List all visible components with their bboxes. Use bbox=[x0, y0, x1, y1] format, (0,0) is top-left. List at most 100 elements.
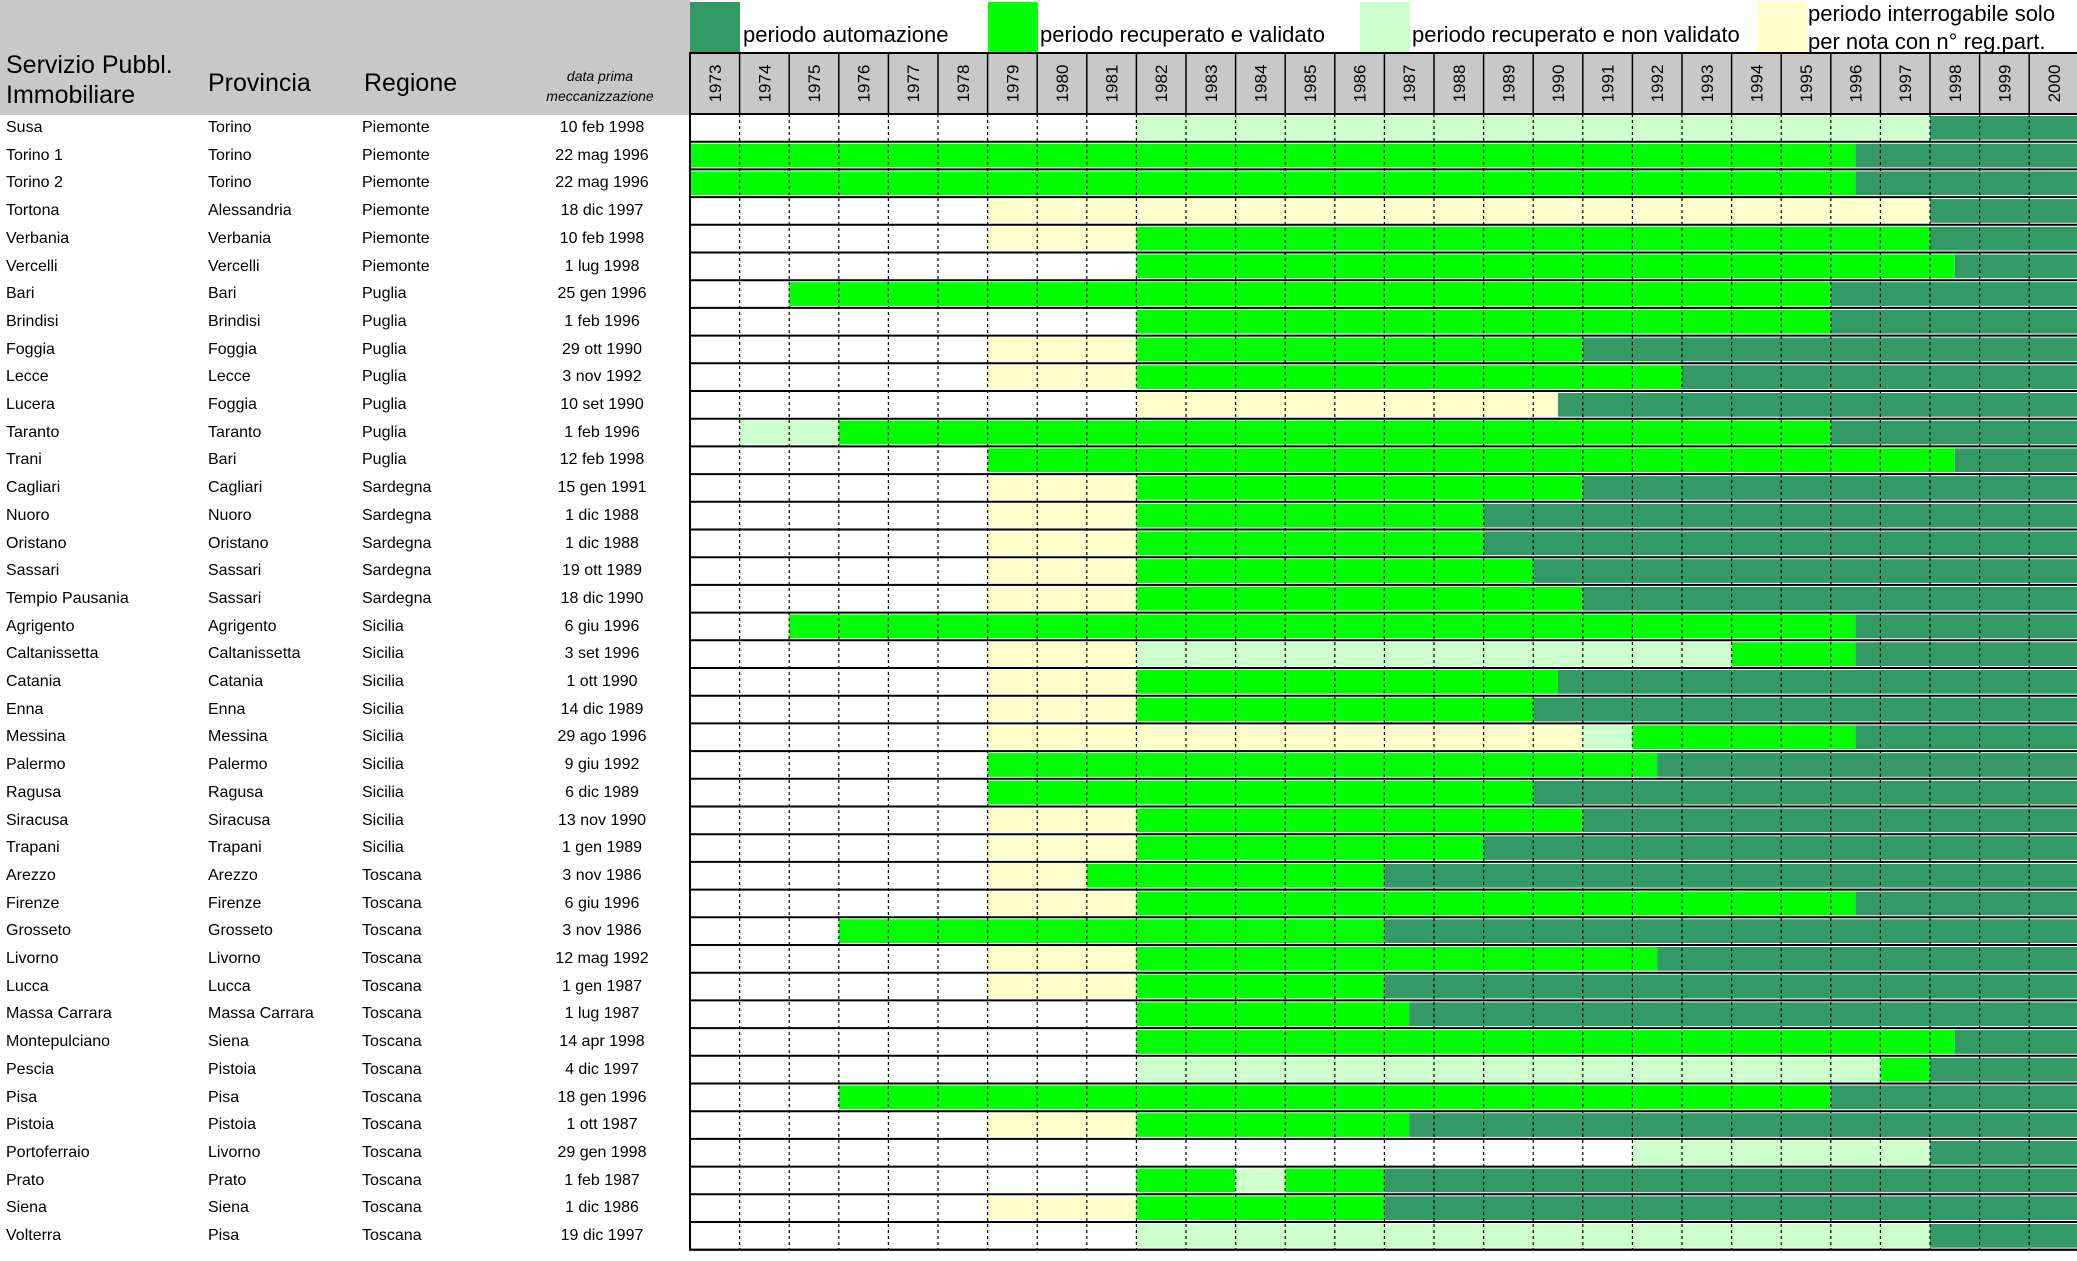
row-region: Toscana bbox=[362, 977, 422, 995]
row-date: 13 nov 1990 bbox=[557, 811, 647, 829]
row-date: 29 ago 1996 bbox=[557, 728, 647, 746]
segment-V bbox=[838, 919, 1385, 943]
year-label-1983: 1983 bbox=[1202, 65, 1221, 103]
segment-V bbox=[690, 171, 1856, 196]
segment-V bbox=[1136, 309, 1831, 334]
row-office: Firenze bbox=[6, 894, 60, 912]
row-province: Siracusa bbox=[208, 811, 271, 829]
segment-V bbox=[1880, 1057, 1930, 1082]
row-region: Sicilia bbox=[362, 617, 404, 635]
segment-V bbox=[1136, 1030, 1955, 1054]
row-province: Arezzo bbox=[208, 866, 258, 884]
row-date: 29 ott 1990 bbox=[561, 340, 643, 358]
row-province: Nuoro bbox=[208, 506, 252, 524]
row-region: Toscana bbox=[362, 1005, 422, 1023]
row-region: Toscana bbox=[362, 1143, 422, 1161]
segment-V bbox=[1136, 670, 1558, 694]
segment-A bbox=[1954, 1030, 2077, 1054]
year-label-1996: 1996 bbox=[1847, 65, 1866, 103]
year-label-1977: 1977 bbox=[904, 65, 923, 103]
segment-V bbox=[838, 1085, 1831, 1110]
row-office: Nuoro bbox=[6, 506, 50, 524]
row-province: Messina bbox=[208, 728, 268, 746]
row-region: Puglia bbox=[362, 396, 407, 413]
segment-P bbox=[987, 531, 1137, 556]
segment-A bbox=[1954, 254, 2077, 279]
segment-A bbox=[1930, 1224, 2077, 1248]
year-label-1988: 1988 bbox=[1450, 65, 1469, 103]
year-label-1992: 1992 bbox=[1648, 65, 1667, 103]
year-label-2000: 2000 bbox=[2045, 65, 2064, 103]
segment-A bbox=[1830, 282, 2077, 306]
row-office: Arezzo bbox=[6, 866, 56, 884]
row-office: Brindisi bbox=[6, 312, 59, 330]
row-office: Palermo bbox=[6, 756, 66, 774]
segment-P bbox=[987, 697, 1137, 722]
row-region: Puglia bbox=[362, 423, 407, 441]
segment-V bbox=[1086, 863, 1385, 888]
row-date: 10 feb 1998 bbox=[559, 119, 645, 136]
row-date: 1 ott 1987 bbox=[566, 1116, 638, 1134]
segment-P bbox=[987, 503, 1137, 528]
row-office: Massa Carrara bbox=[6, 1005, 112, 1023]
row-office: Verbania bbox=[6, 229, 70, 247]
row-province: Oristano bbox=[208, 534, 269, 552]
segment-P bbox=[987, 947, 1137, 971]
row-region: Sardegna bbox=[362, 534, 432, 552]
row-office: Lucera bbox=[6, 396, 55, 413]
row-office: Foggia bbox=[6, 340, 55, 358]
row-office: Tempio Pausania bbox=[6, 589, 129, 607]
row-office: Trani bbox=[6, 451, 42, 469]
segment-P bbox=[987, 586, 1137, 611]
row-province: Massa Carrara bbox=[208, 1005, 314, 1023]
row-office: Vercelli bbox=[6, 257, 58, 275]
row-office: Oristano bbox=[6, 534, 67, 552]
row-region: Sicilia bbox=[362, 728, 404, 746]
segment-V bbox=[1632, 725, 1856, 750]
row-region: Puglia bbox=[362, 340, 407, 358]
row-date: 1 feb 1996 bbox=[564, 312, 640, 330]
segment-A bbox=[1930, 1057, 2077, 1082]
segment-V bbox=[1136, 1113, 1410, 1137]
row-region: Toscana bbox=[362, 1171, 422, 1189]
row-region: Puglia bbox=[362, 368, 407, 386]
row-region: Puglia bbox=[362, 312, 407, 330]
row-province: Siena bbox=[208, 1033, 249, 1051]
row-date: 15 gen 1991 bbox=[557, 479, 647, 497]
legend-label-interrogabile-line1: periodo interrogabile solo bbox=[1808, 1, 2056, 26]
legend-swatch-interrogabile bbox=[1757, 2, 1807, 52]
row-date: 1 dic 1986 bbox=[565, 1199, 639, 1217]
legend-label-interrogabile-line2: per nota con n° reg.part. bbox=[1808, 29, 2046, 54]
row-region: Sardegna bbox=[362, 589, 432, 607]
row-province: Verbania bbox=[208, 229, 272, 247]
segment-A bbox=[1483, 531, 2077, 556]
row-office: Messina bbox=[6, 728, 66, 746]
row-date: 10 set 1990 bbox=[560, 396, 644, 413]
row-province: Pisa bbox=[208, 1088, 240, 1106]
row-region: Toscana bbox=[362, 1199, 422, 1217]
segment-A bbox=[1409, 1002, 2077, 1027]
segment-V bbox=[987, 753, 1658, 777]
row-region: Sicilia bbox=[362, 673, 404, 690]
year-label-1985: 1985 bbox=[1301, 65, 1320, 103]
segment-V bbox=[789, 614, 1856, 639]
segment-A bbox=[1409, 1113, 2077, 1137]
column-header-date: data prima meccanizzazione bbox=[520, 66, 680, 106]
row-region: Piemonte bbox=[362, 229, 430, 247]
row-date: 1 dic 1988 bbox=[565, 506, 639, 524]
row-office: Livorno bbox=[6, 950, 59, 967]
year-label-1990: 1990 bbox=[1549, 65, 1568, 103]
segment-A bbox=[1855, 171, 2077, 196]
year-label-1981: 1981 bbox=[1103, 65, 1122, 103]
segment-V bbox=[1136, 947, 1658, 971]
segment-V bbox=[789, 282, 1831, 306]
segment-P bbox=[987, 365, 1137, 389]
year-label-1980: 1980 bbox=[1053, 65, 1072, 103]
row-province: Lucca bbox=[208, 977, 251, 995]
segment-P bbox=[987, 891, 1137, 916]
segment-V bbox=[1136, 1168, 1236, 1193]
row-office: Agrigento bbox=[6, 617, 75, 635]
row-date: 3 nov 1986 bbox=[562, 866, 642, 884]
row-date: 12 feb 1998 bbox=[559, 451, 645, 469]
